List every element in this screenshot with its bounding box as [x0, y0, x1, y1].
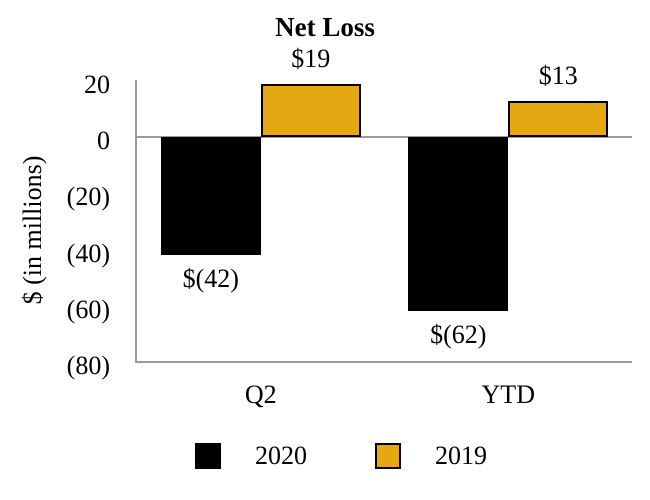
- bar-value-label-2019-q2: $19: [291, 43, 331, 73]
- legend-item-2020: 2020: [195, 441, 307, 471]
- zero-baseline: [137, 136, 632, 138]
- legend-label-2020: 2020: [255, 441, 307, 470]
- bar-2019-q2: [260, 83, 361, 138]
- legend-item-2019: 2019: [375, 441, 487, 471]
- x-category-label-ytd: YTD: [481, 380, 535, 409]
- legend-label-2019: 2019: [435, 441, 487, 470]
- y-tick-label-n60n: (60): [66, 294, 110, 324]
- x-axis-line: [137, 361, 632, 363]
- legend-swatch-2020: [195, 443, 221, 469]
- bar-2020-q2: [160, 137, 261, 256]
- bar-value-label-2020-ytd: $(62): [430, 320, 487, 350]
- y-tick-label-0: 0: [97, 126, 110, 156]
- chart-title: Net Loss: [275, 12, 375, 42]
- legend-swatch-2019: [375, 443, 401, 469]
- legend: 2020 2019: [0, 441, 650, 471]
- x-category-label-q2: Q2: [244, 380, 277, 409]
- y-tick-label-20: 20: [84, 70, 110, 99]
- bar-2020-ytd: [408, 137, 509, 312]
- y-axis-line: [135, 80, 137, 363]
- y-tick-label-n80n: (80): [66, 351, 110, 380]
- y-tick-label-n20n: (20): [66, 182, 110, 212]
- y-axis-label: $ (in millions): [18, 155, 47, 305]
- bar-value-label-2019-ytd: $13: [538, 60, 578, 90]
- y-tick-label-n40n: (40): [66, 238, 110, 268]
- bar-2019-ytd: [508, 100, 609, 138]
- bar-value-label-2020-q2: $(42): [182, 264, 239, 294]
